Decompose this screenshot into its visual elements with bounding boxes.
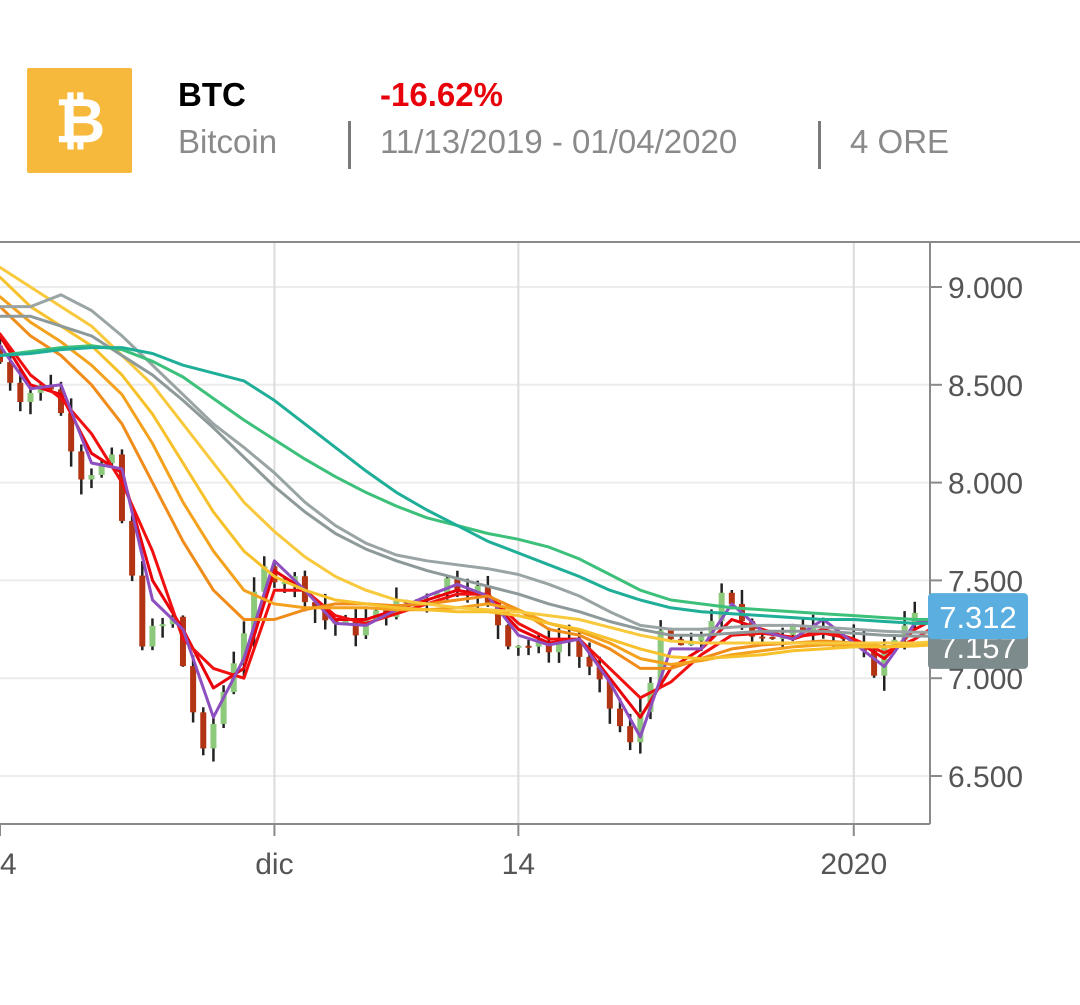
candle-body [535, 641, 542, 647]
moving-averages [0, 265, 930, 739]
candle-body [444, 578, 451, 594]
candle-body [586, 656, 593, 667]
moving-average-line [0, 344, 930, 621]
candle-body [749, 620, 756, 637]
x-tick-label: 4 [0, 848, 17, 881]
candles [0, 336, 918, 762]
candle-body [179, 616, 186, 667]
candle-body [78, 451, 85, 480]
candle-body [576, 639, 583, 657]
candle-body [637, 711, 644, 743]
interval-label: 4 ORE [850, 123, 950, 160]
separator [818, 121, 821, 169]
candle-body [728, 592, 735, 604]
candle-body [68, 413, 75, 452]
candle-body [871, 650, 878, 676]
candle-body [505, 625, 512, 647]
y-tick-label: 8.500 [948, 370, 1023, 403]
moving-average-line [0, 344, 930, 739]
moving-average-line [0, 293, 930, 634]
separator [348, 121, 351, 169]
moving-average-line [0, 265, 930, 645]
candle-body [698, 634, 705, 641]
candle-body [556, 642, 563, 653]
chart-axes [0, 241, 1080, 836]
candle-body [149, 625, 156, 647]
candle-body [312, 602, 319, 608]
candle-body [240, 633, 247, 664]
date-range: 11/13/2019 - 01/04/2020 [380, 123, 738, 160]
bitcoin-icon: ₿ [27, 68, 132, 173]
candle-body [251, 591, 258, 634]
bitcoin-glyph: ₿ [54, 86, 105, 156]
candle-body [7, 362, 14, 383]
x-tick-label: 2020 [820, 848, 887, 881]
candle-body [647, 682, 654, 712]
candle-body [88, 475, 95, 480]
candle-body [261, 566, 268, 592]
candle-body [769, 636, 776, 639]
candle-body [342, 619, 349, 624]
current-price-badge-bg [928, 593, 1028, 640]
moving-average-line [0, 314, 930, 638]
candle-body [281, 582, 288, 585]
candle-body [627, 726, 634, 743]
candle-body [525, 645, 532, 648]
candle-body [617, 708, 623, 727]
y-tick-label: 9.000 [948, 272, 1023, 305]
coin-name: Bitcoin [178, 123, 278, 160]
candle-body [515, 645, 522, 648]
bitcoin-symbol: ₿ [54, 86, 105, 156]
moving-average-line [0, 295, 930, 666]
moving-average-line [0, 275, 930, 661]
current-price-badge-label: 7.312 [939, 600, 1017, 635]
candle-body [98, 463, 105, 476]
candle-body [118, 454, 125, 521]
candle-body [210, 723, 217, 749]
candle-body [362, 619, 369, 636]
moving-average-line [0, 346, 930, 625]
y-tick-label: 7.500 [948, 565, 1023, 598]
candle-body [17, 382, 24, 402]
candle-body [139, 575, 146, 647]
candle-body [220, 692, 227, 724]
candle-body [159, 624, 166, 627]
y-tick-label: 6.500 [948, 761, 1023, 794]
x-tick-label: dic [255, 848, 293, 881]
coin-symbol: BTC [178, 76, 246, 113]
x-tick-label: 14 [502, 848, 535, 881]
candle-body [810, 626, 817, 631]
candle-body [57, 389, 64, 414]
candle-body [27, 392, 34, 402]
candle-body [881, 648, 888, 676]
candle-body [129, 520, 136, 576]
chart-grid [0, 242, 930, 824]
candle-body [759, 636, 766, 639]
candle-body [352, 619, 359, 636]
candle-body [200, 712, 207, 749]
coin-header: ₿ BTC -16.62% Bitcoin 11/13/2019 - 01/04… [0, 0, 1080, 240]
candle-body [108, 454, 115, 464]
y-tick-label: 8.000 [948, 468, 1023, 501]
candle-body [545, 641, 552, 653]
candle-body [190, 666, 197, 713]
candle-body [799, 625, 806, 631]
candle-body [657, 630, 664, 683]
price-change: -16.62% [380, 76, 503, 113]
candle-body [596, 666, 603, 680]
candle-body [606, 679, 613, 709]
